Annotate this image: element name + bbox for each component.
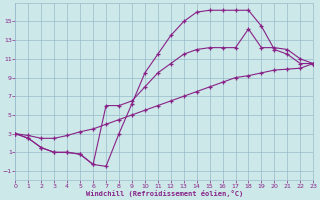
X-axis label: Windchill (Refroidissement éolien,°C): Windchill (Refroidissement éolien,°C) xyxy=(86,190,243,197)
